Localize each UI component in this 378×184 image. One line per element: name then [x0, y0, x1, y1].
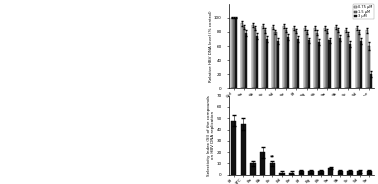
Bar — [297, 39, 299, 88]
Bar — [254, 28, 256, 88]
Bar — [339, 38, 341, 88]
Bar — [262, 26, 264, 88]
Bar — [316, 33, 318, 88]
Bar — [272, 27, 274, 88]
Bar — [233, 18, 235, 88]
Bar — [276, 41, 279, 88]
Legend: 0.75 μM, 1.5 μM, 3 μM: 0.75 μM, 1.5 μM, 3 μM — [353, 4, 373, 20]
Bar — [326, 31, 328, 88]
Bar — [358, 32, 359, 88]
Bar — [270, 164, 275, 175]
Bar — [264, 31, 266, 88]
Bar — [328, 40, 330, 88]
Bar — [274, 32, 276, 88]
Bar — [251, 25, 254, 88]
Bar — [305, 32, 308, 88]
Bar — [335, 27, 337, 88]
Bar — [240, 124, 246, 175]
Bar — [367, 171, 372, 175]
Bar — [349, 44, 351, 88]
Bar — [241, 23, 243, 88]
Bar — [287, 37, 289, 88]
Bar — [260, 152, 265, 175]
Text: **: ** — [270, 155, 275, 160]
Y-axis label: Relative HBV DNA level (% control): Relative HBV DNA level (% control) — [209, 10, 212, 82]
Bar — [368, 46, 370, 88]
Bar — [256, 36, 258, 88]
Bar — [357, 171, 363, 175]
Bar — [283, 26, 285, 88]
Bar — [304, 28, 305, 88]
Bar — [279, 173, 285, 175]
Bar — [250, 164, 256, 175]
Bar — [308, 40, 310, 88]
Bar — [355, 28, 358, 88]
Bar — [231, 18, 233, 88]
Bar — [370, 74, 372, 88]
Bar — [231, 121, 236, 175]
Bar — [289, 173, 294, 175]
Bar — [347, 34, 349, 88]
Bar — [318, 42, 320, 88]
Bar — [338, 171, 343, 175]
Bar — [324, 28, 326, 88]
Bar — [345, 30, 347, 88]
Bar — [245, 33, 247, 88]
Bar — [318, 171, 324, 175]
Bar — [293, 28, 295, 88]
Bar — [285, 30, 287, 88]
Bar — [243, 27, 245, 88]
Bar — [308, 171, 314, 175]
Bar — [266, 39, 268, 88]
Bar — [299, 171, 304, 175]
Bar — [235, 18, 237, 88]
Bar — [314, 28, 316, 88]
Bar — [328, 168, 333, 175]
Bar — [295, 31, 297, 88]
Bar — [359, 41, 362, 88]
Y-axis label: Selectivity Index (SI) of the compounds
on HBV DNA replication: Selectivity Index (SI) of the compounds … — [206, 95, 215, 176]
Bar — [366, 31, 368, 88]
Bar — [347, 171, 353, 175]
Bar — [337, 30, 339, 88]
